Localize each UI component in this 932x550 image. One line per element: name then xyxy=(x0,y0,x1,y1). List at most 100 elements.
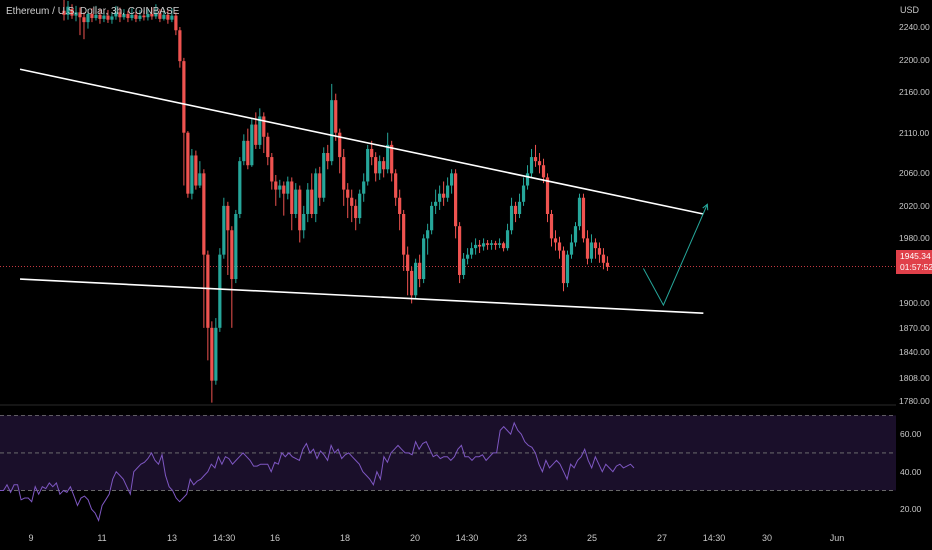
rsi-panel[interactable] xyxy=(0,404,896,523)
candle xyxy=(362,173,366,202)
candle xyxy=(414,258,418,300)
time-tick-label: 14:30 xyxy=(455,533,479,543)
candle xyxy=(318,166,322,206)
candle xyxy=(553,230,558,251)
candle xyxy=(477,240,482,254)
price-tick-label: 1900.00 xyxy=(899,298,930,309)
time-tick-label: 25 xyxy=(586,533,598,543)
candle xyxy=(270,153,274,190)
candle xyxy=(434,189,438,214)
candle xyxy=(126,10,130,23)
time-tick-label: 30 xyxy=(761,533,773,543)
candle xyxy=(489,240,494,250)
candle xyxy=(306,183,310,223)
candle xyxy=(338,128,342,174)
candle xyxy=(378,155,382,180)
candle xyxy=(390,140,394,182)
candle xyxy=(322,147,326,202)
candle xyxy=(446,177,450,202)
candle xyxy=(561,246,566,292)
candle xyxy=(174,12,178,36)
candle xyxy=(118,7,122,23)
candle xyxy=(505,223,510,251)
candle xyxy=(410,266,414,304)
candle xyxy=(398,189,402,231)
candle xyxy=(426,223,430,255)
candle xyxy=(154,4,158,19)
price-tick-label: 1808.00 xyxy=(899,373,930,384)
candle xyxy=(286,176,290,200)
candle xyxy=(458,222,462,284)
candle xyxy=(342,148,346,206)
candle xyxy=(262,112,266,154)
candle xyxy=(334,93,338,141)
candle xyxy=(230,226,234,328)
candle xyxy=(402,209,406,271)
upper-resistance-trendline[interactable] xyxy=(19,68,704,215)
candle xyxy=(94,5,98,21)
candle xyxy=(358,189,362,224)
trendlines-layer[interactable] xyxy=(19,68,709,314)
candle xyxy=(182,57,186,186)
candle xyxy=(206,250,210,361)
candle xyxy=(473,238,478,255)
projection-path[interactable] xyxy=(642,204,708,307)
candle xyxy=(454,169,458,239)
candle xyxy=(521,177,526,206)
candle xyxy=(549,209,554,247)
candle xyxy=(310,173,314,219)
candle xyxy=(569,234,574,259)
candle xyxy=(290,177,294,231)
candle xyxy=(374,152,378,182)
candle xyxy=(533,144,538,167)
candle xyxy=(222,197,226,259)
price-tick-label: 2060.00 xyxy=(899,168,930,179)
candle xyxy=(302,205,306,239)
candle xyxy=(565,250,570,288)
candle xyxy=(282,181,286,216)
candle xyxy=(170,8,174,23)
time-tick-label: Jun xyxy=(829,533,845,543)
candle xyxy=(150,7,154,20)
candle xyxy=(214,318,218,385)
candle xyxy=(234,209,238,284)
candle xyxy=(354,199,358,231)
candle xyxy=(577,193,582,231)
candle xyxy=(186,131,190,198)
candle xyxy=(66,0,70,20)
lower-support-trendline[interactable] xyxy=(20,278,704,314)
candle xyxy=(386,132,390,174)
time-tick-label: 14:30 xyxy=(702,533,726,543)
candle xyxy=(194,150,198,190)
candle xyxy=(246,128,250,170)
candle xyxy=(593,238,598,259)
candle xyxy=(366,144,370,186)
candle xyxy=(202,169,206,328)
candle xyxy=(346,183,350,219)
candle xyxy=(493,240,498,250)
candle xyxy=(110,13,114,24)
candle xyxy=(462,253,466,280)
candle xyxy=(90,8,94,23)
candle xyxy=(142,10,146,21)
candle xyxy=(382,157,386,178)
time-tick-label: 23 xyxy=(516,533,528,543)
time-tick-label: 14:30 xyxy=(212,533,236,543)
candle xyxy=(82,12,86,40)
candle xyxy=(537,153,542,174)
bar-countdown: 01:57:52 xyxy=(900,262,932,272)
candle xyxy=(442,181,446,206)
candle xyxy=(278,179,282,198)
candle xyxy=(134,11,138,23)
time-tick-label: 16 xyxy=(269,533,281,543)
candle xyxy=(601,248,606,270)
candle xyxy=(370,140,374,166)
candle xyxy=(70,4,74,19)
candle xyxy=(501,241,506,252)
last-price-badge: 1945.34 01:57:52 xyxy=(896,250,932,274)
projection-arrowhead xyxy=(702,203,709,211)
candle xyxy=(497,238,502,249)
candle xyxy=(254,112,258,149)
candle xyxy=(146,9,150,21)
